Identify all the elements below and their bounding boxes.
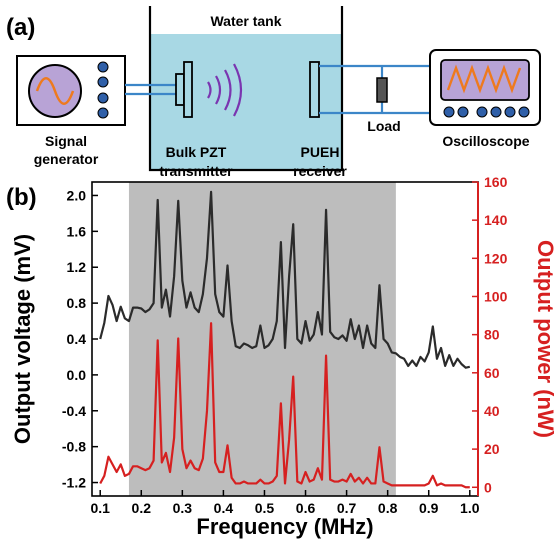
transmitter-label-line2: transmitter [159,163,233,179]
y-right-tick-label: 20 [484,441,500,457]
y-left-tick-label: 0.4 [67,331,87,347]
y-right-tick-label: 80 [484,327,500,343]
knob-icon [97,92,109,104]
transmitter-backing [175,73,185,106]
y-left-tick-label: -0.4 [62,403,86,419]
x-tick-label: 0.5 [255,500,275,516]
y-axis-right-label: Output power (nW) [533,240,554,438]
x-axis-label: Frequency (MHz) [196,514,373,539]
y-axis-left-label: Output voltage (mV) [10,234,35,444]
y-left-tick-label: 1.2 [67,259,87,275]
y-left-tick-label: 2.0 [67,187,87,203]
knob-icon [457,106,469,118]
transmitter-label-line1: Bulk PZT [166,144,227,160]
series-layer [99,190,471,489]
transmitter-plate [183,61,193,118]
y-right-tick-label: 100 [484,288,508,304]
y-left-tick-label: 0.8 [67,295,87,311]
x-tick-label: 1.0 [460,500,480,516]
knob-icon [504,106,516,118]
y-right-tick-label: 0 [484,479,492,495]
signal-generator-label-line2: generator [34,151,99,167]
x-tick-label: 0.6 [296,500,316,516]
y-axis-right: 0 20 40 60 80 100 120 140 160 [472,174,508,496]
voltage-series-line [99,190,471,369]
tank-label: Water tank [210,13,281,29]
y-right-tick-label: 60 [484,365,500,381]
knob-icon [97,76,109,88]
knob-icon [518,106,530,118]
panel-a-schematic: (a) Water tank Signal generator [6,6,541,179]
load-resistor [376,77,388,103]
knob-icon [97,61,109,73]
x-tick-label: 0.1 [90,500,110,516]
x-tick-label: 0.7 [337,500,357,516]
panel-b-label: (b) [6,184,37,211]
sound-wave-icon [215,75,222,105]
signal-generator-label-line1: Signal [45,133,87,149]
y-right-tick-label: 120 [484,250,508,266]
oscilloscope: Oscilloscope [429,49,541,149]
tank-walls [148,6,344,172]
x-tick-label: 0.4 [214,500,234,516]
sound-wave-icon [224,69,232,111]
y-right-tick-label: 40 [484,403,500,419]
x-tick-label: 0.8 [378,500,398,516]
receiver-label-line1: PUEH [301,144,340,160]
knob-icon [97,107,109,119]
receiver-plate [309,61,320,118]
y-right-tick-label: 140 [484,212,508,228]
pzt-transmitter: Bulk PZT transmitter [159,61,243,179]
y-left-tick-label: 0.0 [67,367,87,383]
y-axis-left: -1.2 -0.8 -0.4 0.0 0.4 0.8 1.2 1.6 2.0 [62,187,98,491]
y-left-tick-label: -0.8 [62,439,86,455]
y-left-tick-label: -1.2 [62,475,86,491]
sine-wave-icon [35,77,75,105]
panel-a-label: (a) [6,14,35,41]
wires-output [319,64,430,115]
power-series-line [99,322,470,489]
knob-icon [490,106,502,118]
oscilloscope-wave-icon [446,64,522,94]
pueh-receiver: PUEH receiver [293,61,347,179]
x-tick-label: 0.2 [132,500,152,516]
x-tick-label: 0.9 [419,500,439,516]
load-label: Load [367,118,400,134]
oscilloscope-label: Oscilloscope [442,133,529,149]
wires-input [125,83,178,96]
panel-b-chart: (b) 0.1 0.2 0.3 0.4 0.5 0.6 0.7 0.8 0.9 1.0 -1.2-… [6,174,554,539]
x-axis: 0.1 0.2 0.3 0.4 0.5 0.6 0.7 0.8 0.9 1.0 [90,490,480,516]
x-tick-label: 0.3 [173,500,193,516]
sound-wave-icon [233,63,243,117]
knob-icon [443,106,455,118]
y-left-tick-label: 1.6 [67,223,87,239]
signal-generator: Signal generator [16,55,126,167]
knob-icon [476,106,488,118]
y-right-tick-label: 160 [484,174,508,190]
receiver-label-line2: receiver [293,163,347,179]
sound-wave-icon [207,81,212,99]
